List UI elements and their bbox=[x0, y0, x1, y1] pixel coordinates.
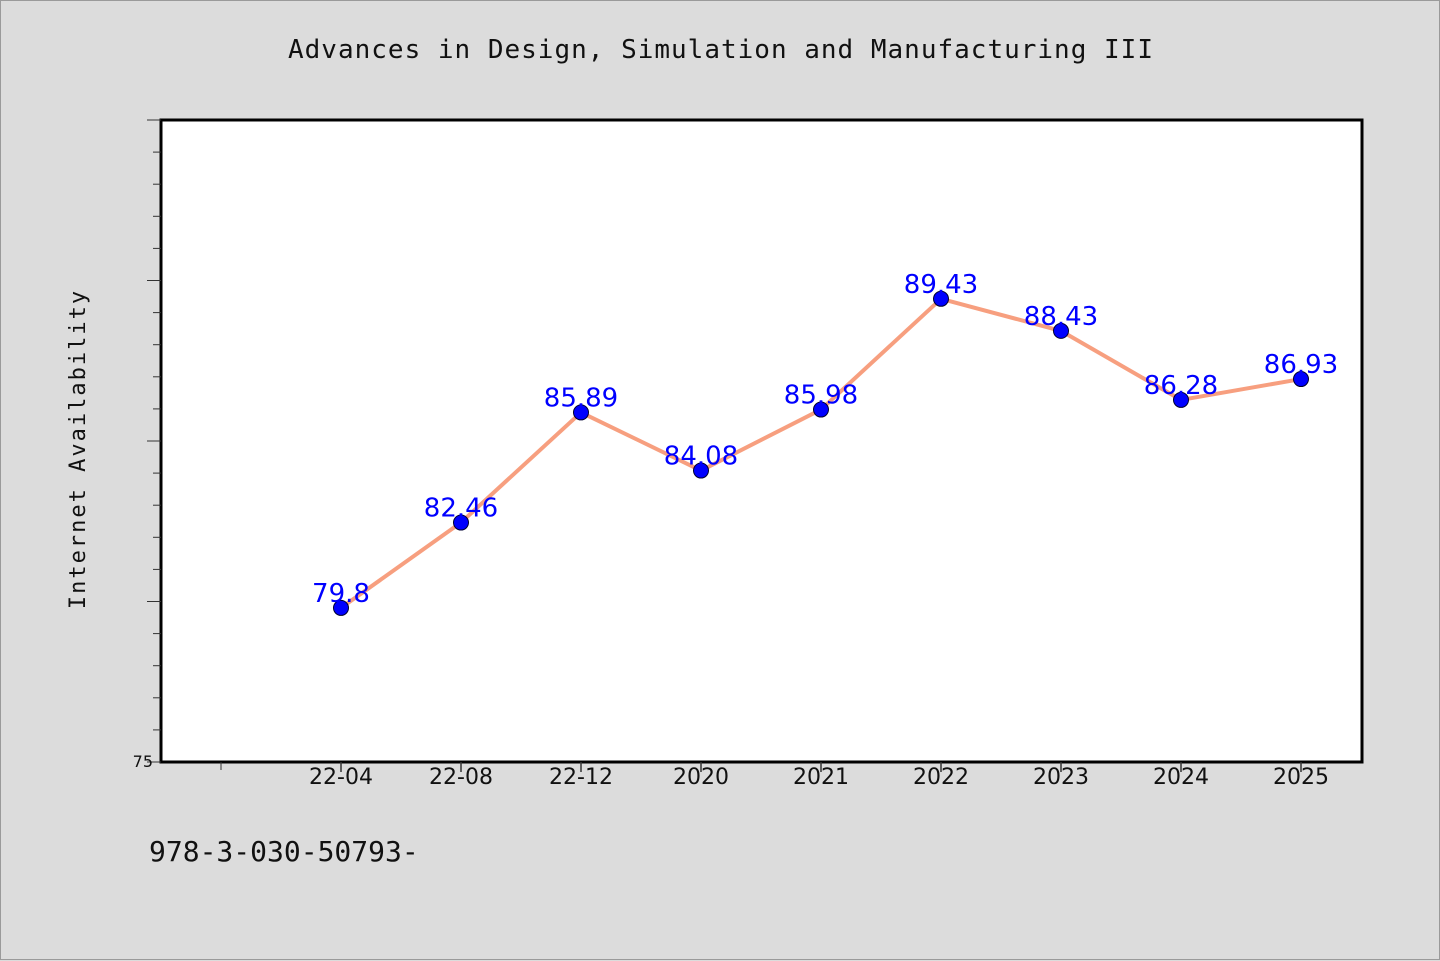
data-point bbox=[453, 514, 469, 531]
x-axis-ticks: 22-04 22-08 22-12 2020 2021 2022 2023 2024 2025 bbox=[220, 762, 1329, 790]
chart-title: Advances in Design, Simulation and Manuf… bbox=[288, 35, 1154, 65]
x-tick-label: 2024 bbox=[1153, 765, 1209, 790]
data-label: 86.93 bbox=[1264, 350, 1338, 380]
y-axis-label: Internet Availability bbox=[66, 289, 91, 609]
x-tick-label: 22-08 bbox=[429, 765, 493, 790]
data-point bbox=[1293, 371, 1309, 388]
x-tick-label: 2023 bbox=[1033, 765, 1089, 790]
x-tick-label: 2022 bbox=[913, 765, 969, 790]
x-tick-label: 22-12 bbox=[549, 765, 613, 790]
data-point bbox=[1053, 322, 1069, 339]
data-label: 88.43 bbox=[1024, 302, 1098, 332]
footer-isbn: 978-3-030-50793- bbox=[149, 835, 419, 868]
x-tick-label: 2021 bbox=[793, 765, 849, 790]
data-label: 79.8 bbox=[312, 579, 370, 609]
data-label: 82.46 bbox=[424, 494, 498, 524]
data-point bbox=[573, 404, 589, 421]
data-label: 86.28 bbox=[1144, 371, 1218, 401]
data-labels: 79.8 82.46 85.89 84.08 85.98 89.43 88.43 86.28 8… bbox=[312, 270, 1338, 609]
data-point bbox=[333, 599, 349, 616]
y-tick-label: 75 bbox=[133, 752, 153, 771]
data-point bbox=[933, 290, 949, 307]
data-label: 85.89 bbox=[544, 383, 618, 413]
x-tick-label: 2025 bbox=[1273, 765, 1329, 790]
data-points bbox=[333, 290, 1309, 616]
data-label: 84.08 bbox=[664, 442, 738, 472]
data-point bbox=[693, 462, 709, 479]
data-label: 89.43 bbox=[904, 270, 978, 300]
data-point bbox=[813, 401, 829, 418]
y-axis-ticks: 75 bbox=[133, 119, 161, 771]
x-tick-label: 22-04 bbox=[309, 765, 373, 790]
data-label: 85.98 bbox=[784, 381, 858, 411]
data-point bbox=[1173, 391, 1189, 408]
x-tick-label: 2020 bbox=[673, 765, 729, 790]
